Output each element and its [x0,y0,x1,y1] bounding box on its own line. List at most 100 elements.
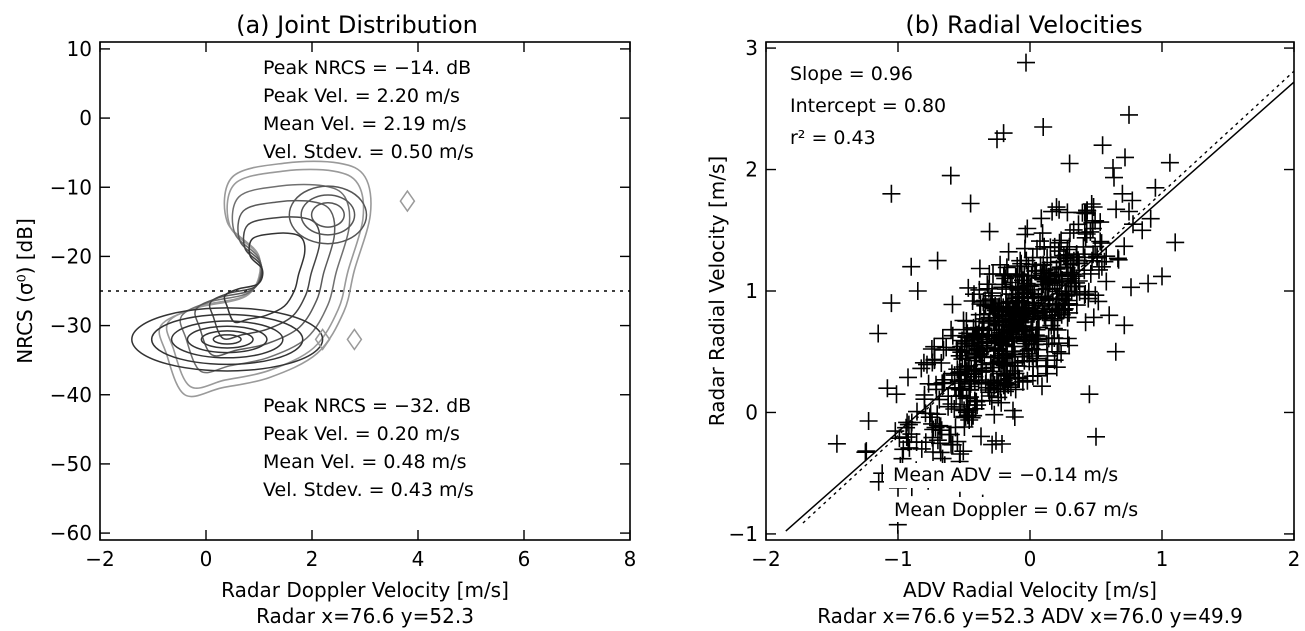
x-tick-label: −2 [751,547,780,571]
annotation-line: Peak Vel. = 2.20 m/s [263,85,460,107]
scatter-point [994,376,1013,395]
scatter-point [942,435,961,454]
contour-line [200,330,254,349]
scatter-point [1055,299,1074,318]
scatter-point [1092,257,1111,276]
scatter-point [902,257,921,276]
contour-line [300,194,356,236]
contour-line [179,183,351,374]
scatter-point [1076,285,1095,303]
scatter-point [930,390,949,409]
scatter-point [1058,329,1077,348]
scatter-point [1018,267,1037,286]
scatter-point [1097,272,1116,291]
scatter-point [999,242,1018,261]
scatter-point [1033,377,1051,396]
scatter-point [1109,250,1128,269]
scatter-point [980,222,999,241]
contour-line [346,328,363,351]
y-tick-label: −60 [50,521,92,545]
contour-line [288,185,368,245]
scatter-point [1005,408,1024,426]
scatter-point [935,370,954,389]
scatter-point [1058,203,1077,222]
scatter-point [887,385,906,404]
contour-line [170,320,284,359]
scatter-point [941,166,960,185]
scatter-point [869,324,888,343]
scatter-point [1060,154,1079,173]
scatter-point [1115,237,1134,256]
scatter-point [965,371,984,390]
scatter-point [1028,239,1046,258]
panel-b-title: (b) Radial Velocities [905,11,1142,39]
x-tick-label: 8 [624,547,637,571]
scatter-point [955,407,974,426]
y-tick-label: −20 [50,244,92,268]
scatter-point [994,355,1012,374]
scatter-point [1080,385,1099,404]
scatter-point [1093,136,1112,155]
upper-mode-annotations: Peak NRCS = −14. dB Peak Vel. = 2.20 m/s M… [263,57,474,163]
scatter-point [1036,280,1055,299]
mean-stat: Mean Doppler = 0.67 m/s [894,499,1138,521]
panel-a-title: (a) Joint Distribution [236,11,478,39]
scatter-point [989,388,1008,407]
scatter-point [1123,191,1142,210]
annotation-line: Vel. Stdev. = 0.43 m/s [263,479,474,501]
y-tick-label: 1 [745,279,758,303]
y-tick-label: 3 [745,36,758,60]
scatter-point [1024,294,1043,313]
scatter-point [1070,254,1089,273]
contour-line [314,328,331,351]
scatter-point [1060,336,1079,355]
scatter-point [993,435,1011,453]
scatter-point [1034,118,1053,136]
scatter-point [1023,255,1042,274]
scatter-point [940,425,959,444]
contour-line [208,216,321,340]
scatter-point [928,251,947,270]
scatter-point [1045,267,1064,285]
scatter-point [921,404,940,423]
scatter-point [1090,260,1108,279]
y-tick-label: −40 [50,383,92,407]
x-tick-label: 2 [1288,547,1301,571]
mean-label-backing [890,497,1140,522]
scatter-point [1160,153,1179,172]
scatter-point [976,374,995,393]
fit-stat: Slope = 0.96 [790,63,913,85]
scatter-point [1105,168,1123,187]
scatter-point [1044,319,1063,338]
scatter-point [882,294,901,313]
scatter-point [981,297,1000,316]
scatter-point [878,379,897,398]
annotation-line: Peak NRCS = −14. dB [263,57,471,79]
scatter-point [954,320,973,339]
scatter-point [1013,288,1032,307]
scatter-point [1013,316,1032,335]
annotation-line: Peak NRCS = −32. dB [263,395,471,417]
scatter-point [954,442,973,461]
scatter-point [1133,221,1152,240]
scatter-point [1069,215,1088,234]
scatter-point [961,388,980,407]
scatter-point [915,385,934,404]
scatter-point [1082,195,1101,213]
scatter-point [1081,264,1100,283]
scatter-point [1076,313,1095,332]
scatter-point [1120,105,1138,124]
scatter-point [957,328,976,347]
scatter-point [1003,353,1022,372]
scatter-point [984,362,1002,381]
scatter-point [1122,278,1140,297]
scatter-point [1141,209,1160,228]
contour-line [150,313,304,366]
panel-b-xlabel: ADV Radial Velocity [m/s] [903,578,1157,602]
panel-b-subtitle: Radar x=76.6 y=52.3 ADV x=76.0 y=49.9 [817,604,1243,628]
scatter-point [1060,237,1079,256]
scatter-point [977,332,996,351]
scatter-point [927,375,945,394]
